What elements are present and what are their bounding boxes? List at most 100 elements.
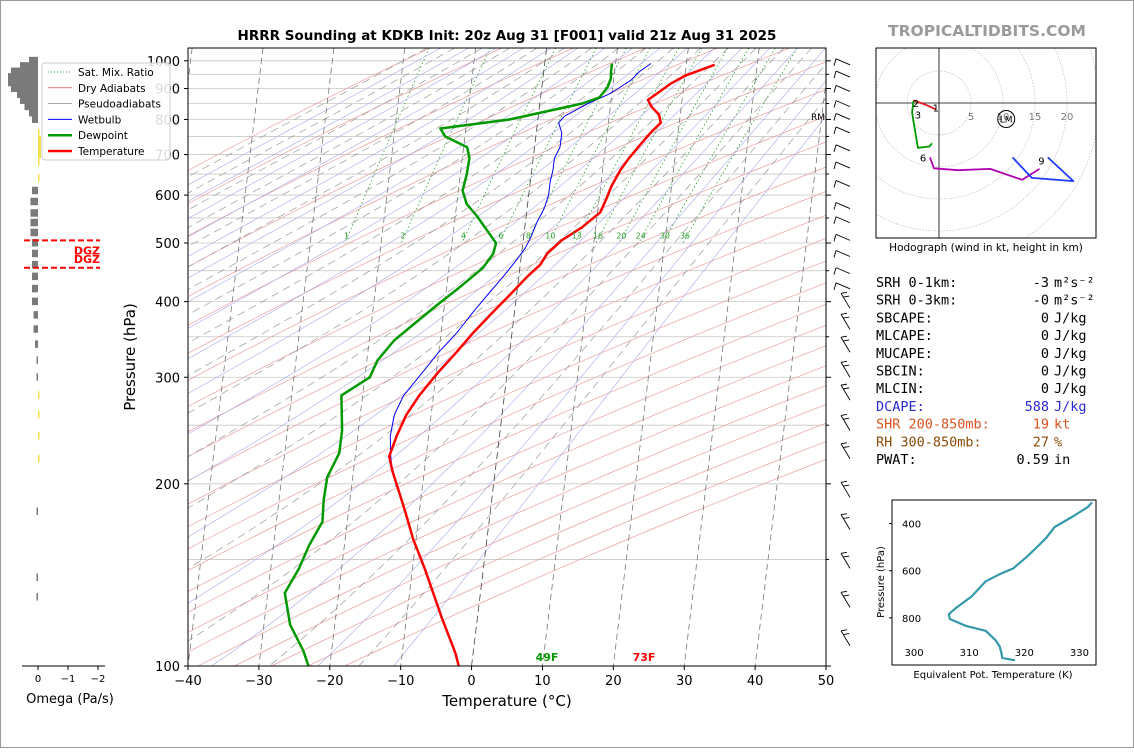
omega-bar <box>37 373 39 381</box>
theta-e-y-label: Pressure (hPa) <box>876 546 887 618</box>
omega-tick-label: −1 <box>61 674 76 685</box>
x-tick-label: −10 <box>387 674 414 689</box>
theta-e-y-tick-label: 600 <box>902 567 921 578</box>
omega-bar <box>31 219 39 227</box>
param-name: MUCAPE: <box>876 346 933 362</box>
legend-label: Dry Adiabats <box>78 83 146 95</box>
param-name: SRH 0-1km: <box>876 275 957 291</box>
omega-x-label: Omega (Pa/s) <box>26 692 114 707</box>
param-unit: in <box>1054 452 1070 468</box>
omega-bar <box>37 356 39 364</box>
mixing-ratio-label: 36 <box>680 231 690 240</box>
omega-bar <box>31 229 39 237</box>
omega-bar <box>32 285 38 293</box>
param-value: -0 <box>1033 293 1049 309</box>
hodograph-ring-label: 20 <box>1061 112 1074 123</box>
x-tick-label: 0 <box>467 674 475 689</box>
param-value: 0 <box>1041 381 1049 397</box>
x-tick-label: −40 <box>174 674 201 689</box>
param-name: DCAPE: <box>876 399 925 415</box>
omega-bar <box>34 311 39 319</box>
hodograph-height-label: 2 <box>913 99 919 110</box>
param-name: SBCAPE: <box>876 310 933 326</box>
omega-bar <box>38 391 40 399</box>
legend-label: Dewpoint <box>78 130 128 142</box>
theta-e-y-tick-label: 400 <box>902 520 921 531</box>
mixing-ratio-label: 30 <box>660 231 670 240</box>
param-unit: kt <box>1054 417 1070 433</box>
hodograph-height-label: 9 <box>1038 157 1044 168</box>
param-value: 0 <box>1041 346 1049 362</box>
mixing-ratio-label: 6 <box>498 231 503 240</box>
x-tick-label: −20 <box>316 674 343 689</box>
theta-e-x-tick-label: 310 <box>960 648 979 659</box>
omega-bar <box>31 209 39 217</box>
y-tick-label: 200 <box>155 478 180 493</box>
omega-bar <box>35 340 38 348</box>
param-unit: J/kg <box>1054 381 1087 397</box>
x-tick-label: 30 <box>676 674 693 689</box>
x-tick-label: 40 <box>747 674 764 689</box>
param-value: 27 <box>1033 434 1049 450</box>
dgz-label: DGZ <box>74 244 100 257</box>
hodograph-background <box>876 48 1096 238</box>
mixing-ratio-label: 8 <box>526 231 531 240</box>
omega-bar <box>32 298 38 306</box>
x-tick-label: −30 <box>245 674 272 689</box>
param-name: MLCIN: <box>876 381 925 397</box>
mixing-ratio-label: 13 <box>572 231 582 240</box>
mixing-ratio-label: 24 <box>636 231 646 240</box>
param-name: RH 300-850mb: <box>876 434 982 450</box>
hodograph-caption: Hodograph (wind in kt, height in km) <box>889 242 1083 254</box>
param-name: SHR 200-850mb: <box>876 417 990 433</box>
param-name: SRH 0-3km: <box>876 293 957 309</box>
param-unit: m²s⁻² <box>1054 275 1095 291</box>
y-tick-label: 600 <box>155 189 180 204</box>
param-unit: m²s⁻² <box>1054 293 1095 309</box>
param-value: 19 <box>1033 417 1049 433</box>
theta-e-x-tick-label: 300 <box>905 648 924 659</box>
hodograph-height-label: 3 <box>915 111 921 122</box>
mixing-ratio-label: 20 <box>616 231 626 240</box>
y-tick-label: 500 <box>155 237 180 252</box>
theta-e-x-tick-label: 320 <box>1015 648 1034 659</box>
storm-motion-label: LM <box>1000 116 1013 126</box>
y-tick-label: 300 <box>155 371 180 386</box>
x-tick-label: 20 <box>605 674 622 689</box>
legend-label: Wetbulb <box>78 114 122 126</box>
theta-e-y-tick-label: 800 <box>902 614 921 625</box>
chart-title: HRRR Sounding at KDKB Init: 20z Aug 31 [… <box>238 28 777 44</box>
skewt-x-label: Temperature (°C) <box>441 692 571 710</box>
param-unit: % <box>1054 434 1062 450</box>
param-name: SBCIN: <box>876 364 925 380</box>
omega-bar <box>38 151 41 159</box>
omega-bar <box>34 325 39 333</box>
legend-label: Temperature <box>77 146 145 158</box>
omega-bar <box>38 174 40 182</box>
omega-bar <box>32 250 38 257</box>
param-value: 588 <box>1025 399 1049 415</box>
omega-bar <box>38 158 40 166</box>
skewt-y-label: Pressure (hPa) <box>121 303 139 411</box>
rm-label: RM <box>811 113 825 123</box>
param-name: PWAT: <box>876 452 917 468</box>
param-value: 0 <box>1041 310 1049 326</box>
omega-tick-label: −2 <box>91 674 106 685</box>
omega-bar <box>32 115 38 123</box>
param-unit: J/kg <box>1054 310 1087 326</box>
param-unit: J/kg <box>1054 364 1087 380</box>
omega-bar <box>38 411 40 419</box>
theta-e-x-label: Equivalent Pot. Temperature (K) <box>913 670 1072 681</box>
param-value: 0.59 <box>1016 452 1049 468</box>
omega-bar <box>38 136 41 144</box>
param-value: 0 <box>1041 364 1049 380</box>
omega-bar <box>37 593 39 601</box>
omega-bar <box>29 109 38 117</box>
surface-temperature-label: 73F <box>633 651 656 664</box>
param-unit: J/kg <box>1054 328 1087 344</box>
omega-bar <box>38 455 40 463</box>
omega-bar <box>38 432 40 440</box>
